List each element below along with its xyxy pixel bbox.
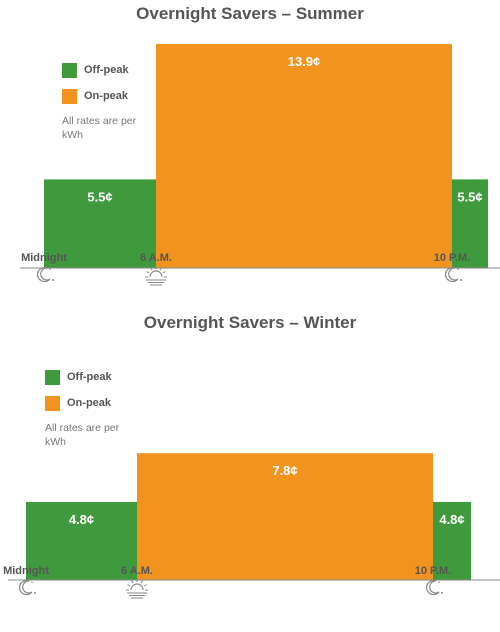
x-tick-label: 10 P.M. xyxy=(434,252,471,264)
rate-value-label: 4.8¢ xyxy=(439,512,464,527)
legend-label: On-peak xyxy=(84,90,129,102)
legend-item-off-peak: Off-peak xyxy=(62,62,152,78)
rates-note: All rates are per kWh xyxy=(62,115,137,141)
chart-legend: Off-peak On-peak All rates are per kWh xyxy=(62,62,152,142)
rates-note: All rates are per kWh xyxy=(45,422,120,448)
chart-title: Overnight Savers – Summer xyxy=(136,4,364,23)
moon-icon xyxy=(425,579,443,596)
legend-swatch-on-peak xyxy=(62,88,77,104)
rate-value-label: 4.8¢ xyxy=(69,512,94,527)
legend-swatch-off-peak xyxy=(45,369,60,385)
sunrise-icon xyxy=(126,579,148,599)
winter-chart-panel: Overnight Savers – Winter 4.8¢ 7.8¢ 4.8¢ Mi… xyxy=(0,308,500,632)
rate-bar-off-peak xyxy=(452,179,488,268)
legend-item-on-peak: On-peak xyxy=(45,395,135,411)
x-tick-label: 6 A.M. xyxy=(140,252,172,264)
moon-icon xyxy=(18,579,36,596)
chart-legend: Off-peak On-peak All rates are per kWh xyxy=(45,369,135,449)
moon-icon xyxy=(444,266,462,283)
x-tick-label: Midnight xyxy=(21,252,67,264)
rate-bar-on-peak xyxy=(137,453,433,580)
legend-swatch-off-peak xyxy=(62,62,77,78)
rate-value-label: 7.8¢ xyxy=(272,463,297,478)
moon-icon xyxy=(36,266,54,283)
rate-value-label: 13.9¢ xyxy=(288,54,321,69)
legend-item-on-peak: On-peak xyxy=(62,88,152,104)
winter-rate-chart: 4.8¢ 7.8¢ 4.8¢ Midnight 6 A.M. 10 P.M. xyxy=(3,453,500,599)
legend-label: Off-peak xyxy=(67,371,112,383)
rate-bar-off-peak xyxy=(44,179,156,268)
rate-bar-off-peak xyxy=(26,501,137,580)
legend-item-off-peak: Off-peak xyxy=(45,369,135,385)
x-tick-label: 10 P.M. xyxy=(415,565,452,577)
x-tick-label: 6 A.M. xyxy=(121,565,153,577)
rate-bar-off-peak xyxy=(433,501,471,580)
sunrise-icon xyxy=(145,266,167,286)
summer-rate-chart: 5.5¢ 13.9¢ 5.5¢ Midnight 6 A.M. 10 P.M. xyxy=(20,44,500,286)
rate-value-label: 5.5¢ xyxy=(87,189,112,204)
rate-bar-on-peak xyxy=(156,44,452,268)
rate-value-label: 5.5¢ xyxy=(457,189,482,204)
chart-title: Overnight Savers – Winter xyxy=(143,313,357,332)
summer-chart-panel: Overnight Savers – Summer 5.5¢ 13.9¢ 5.5¢ M… xyxy=(20,4,500,286)
legend-label: On-peak xyxy=(67,397,112,409)
x-tick-label: Midnight xyxy=(3,565,49,577)
legend-label: Off-peak xyxy=(84,64,129,76)
legend-swatch-on-peak xyxy=(45,395,60,411)
